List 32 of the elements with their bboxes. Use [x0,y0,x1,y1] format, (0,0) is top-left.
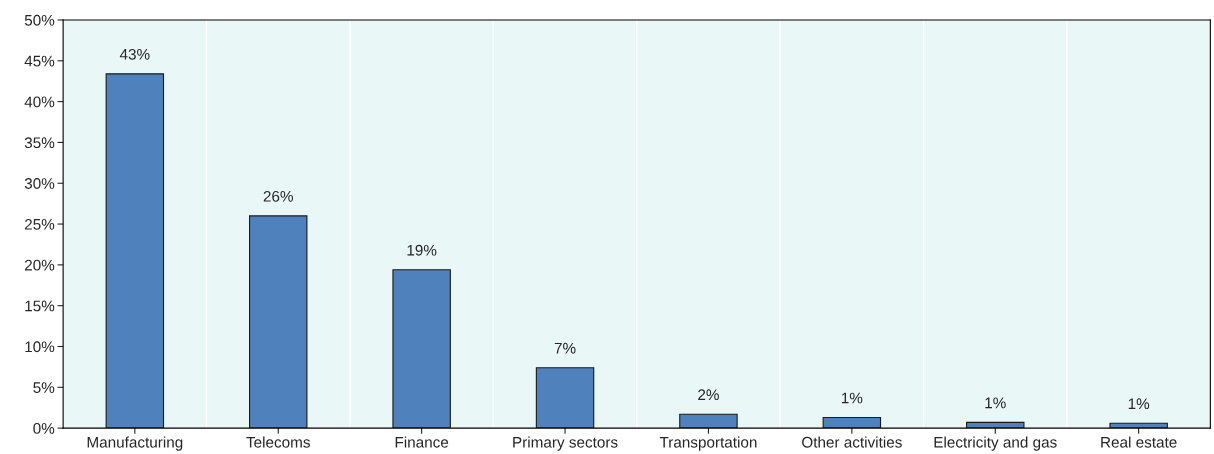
bar [535,367,595,429]
bar [679,413,738,429]
y-tick-label: 20% [24,259,55,271]
y-tick-label: 30% [24,178,55,189]
y-tick-label: 5% [33,382,55,393]
bar [105,73,165,429]
x-tick-label: Manufacturing [87,436,183,451]
y-tick-label: 45% [24,55,55,67]
y-tick-label: 50% [24,14,55,26]
data-label: 19% [407,244,437,256]
y-tick-label: 0% [33,422,55,434]
y-tick-label: 10% [25,341,55,353]
data-label: 1% [985,397,1006,409]
x-tick-label: Other activities [802,436,902,448]
bar [248,215,308,429]
x-tick-label: Primary sectors [513,436,618,451]
y-tick-label: 15% [25,300,55,312]
x-tick-label: Finance [395,436,449,448]
y-tick-label: 25% [24,218,55,230]
data-label: 1% [841,392,863,404]
y-tick-label: 35% [24,137,55,149]
y-tick-label: 40% [24,96,55,108]
bar [392,269,451,429]
data-label: 1% [1128,398,1150,410]
x-tick-label: Telecoms [246,436,310,448]
data-label: 7% [554,342,576,354]
data-label: 26% [263,190,293,202]
data-label: 2% [698,389,719,401]
x-tick-label: Real estate [1101,436,1177,448]
x-tick-label: Electricity and gas [934,436,1057,451]
x-tick-label: Transportation [659,436,757,451]
data-label: 43% [119,48,150,60]
